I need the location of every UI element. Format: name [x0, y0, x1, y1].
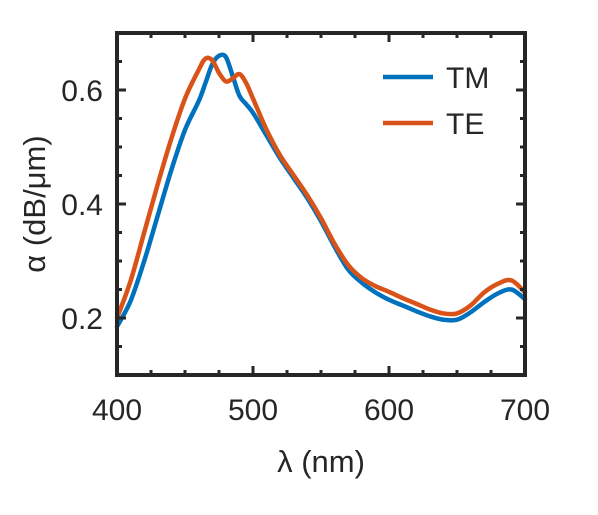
x-tick-label: 700	[500, 394, 550, 427]
legend: TM TE	[383, 62, 489, 141]
legend-label-te: TE	[446, 108, 484, 141]
x-tick-label: 600	[364, 394, 414, 427]
y-tick-label: 0.6	[61, 75, 103, 108]
series-line-te	[114, 55, 528, 321]
x-axis-title: λ (nm)	[277, 444, 365, 479]
tick-layer: 400 500 600 700 0.2 0.4 0.6	[61, 31, 550, 427]
x-tick-label: 500	[228, 394, 278, 427]
axes-box	[115, 31, 527, 377]
y-tick-label: 0.4	[61, 189, 103, 222]
legend-label-tm: TM	[446, 62, 489, 95]
y-axis-title: α (dB/μm)	[17, 135, 52, 272]
y-tick-label: 0.2	[61, 303, 103, 336]
x-tick-label: 400	[92, 394, 142, 427]
series-layer	[114, 52, 528, 329]
